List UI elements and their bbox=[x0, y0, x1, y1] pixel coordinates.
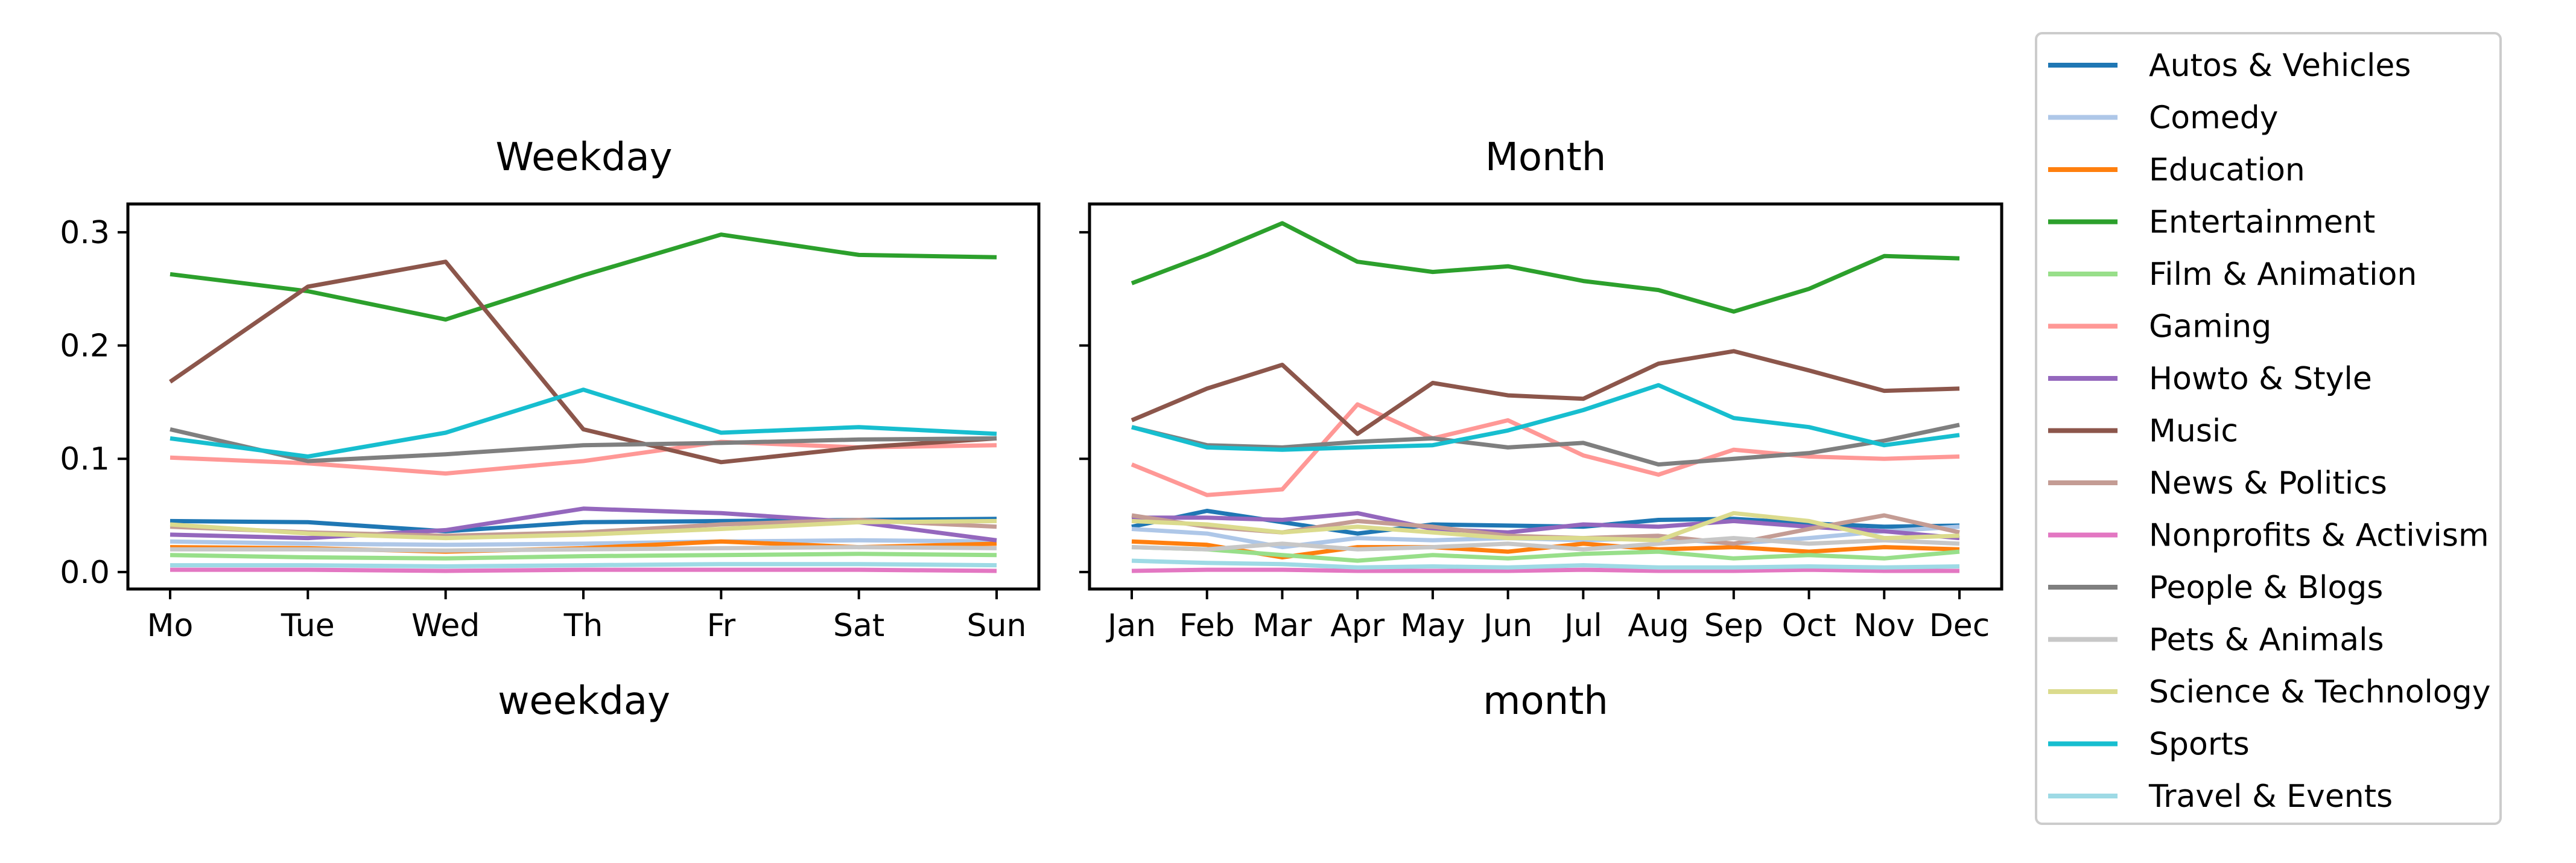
legend-item-gaming: Gaming bbox=[2048, 309, 2271, 345]
month-x-tick-label: Jan bbox=[1106, 608, 1156, 644]
month-series-film-and-animation bbox=[1131, 545, 1960, 563]
legend-item-music: Music bbox=[2048, 413, 2238, 450]
month-x-tick-label: May bbox=[1400, 608, 1465, 644]
weekday-y-tick-label: 0.0 bbox=[60, 555, 110, 591]
legend: Autos & Vehicles Comedy Education Entertain… bbox=[2035, 32, 2502, 825]
month-x-tick-label: Jun bbox=[1482, 608, 1532, 644]
weekday-x-tick-label: Th bbox=[563, 608, 603, 644]
legend-item-education: Education bbox=[2048, 152, 2305, 188]
month-x-tick-label: Aug bbox=[1628, 608, 1689, 644]
legend-label: Comedy bbox=[2149, 100, 2279, 136]
month-x-axis-label: month bbox=[1483, 679, 1608, 724]
weekday-x-tick-label: Mo bbox=[147, 608, 194, 644]
weekday-x-axis-label: weekday bbox=[498, 679, 670, 724]
month-series-entertainment bbox=[1131, 221, 1960, 314]
month-panel: Month Jan Feb Mar Apr May Jun Jul Aug Sep Oct Nov D… bbox=[1079, 135, 2003, 724]
month-series-sports bbox=[1131, 383, 1960, 452]
weekday-x-tick-label: Tue bbox=[281, 608, 335, 644]
month-x-tick-label: Apr bbox=[1330, 608, 1385, 644]
legend-frame bbox=[2035, 32, 2502, 825]
weekday-series-sports bbox=[170, 387, 997, 459]
month-x-tick-label: Sep bbox=[1704, 608, 1763, 644]
weekday-series-nonprofits-and-activism bbox=[170, 567, 997, 573]
legend-item-travel-and-events: Travel & Events bbox=[2048, 779, 2393, 815]
month-series-people-and-blogs bbox=[1131, 422, 1960, 467]
legend-label: Travel & Events bbox=[2148, 779, 2393, 815]
weekday-y-tick-label: 0.1 bbox=[60, 441, 110, 477]
legend-label: People & Blogs bbox=[2149, 570, 2383, 606]
legend-item-news-and-politics: News & Politics bbox=[2048, 465, 2387, 502]
weekday-x-tick-label: Wed bbox=[411, 608, 480, 644]
legend-label: Howto & Style bbox=[2149, 361, 2372, 397]
month-x-tick-label: Feb bbox=[1179, 608, 1235, 644]
legend-label: Sports bbox=[2149, 727, 2250, 763]
legend-item-howto-and-style: Howto & Style bbox=[2048, 361, 2372, 397]
weekday-y-tick-label: 0.2 bbox=[60, 328, 110, 365]
weekday-x-tick-label: Sun bbox=[967, 608, 1027, 644]
legend-label: Music bbox=[2149, 413, 2238, 450]
month-series-pets-and-animals bbox=[1131, 536, 1960, 552]
month-series-travel-and-events bbox=[1131, 558, 1960, 570]
weekday-series-pets-and-animals bbox=[170, 545, 997, 553]
legend-label: Nonprofits & Activism bbox=[2149, 518, 2489, 554]
legend-label: Education bbox=[2149, 152, 2305, 188]
weekday-x-tick-label: Sat bbox=[833, 608, 884, 644]
legend-item-people-and-blogs: People & Blogs bbox=[2048, 570, 2383, 606]
weekday-series-layer bbox=[169, 232, 997, 573]
legend-item-entertainment: Entertainment bbox=[2048, 205, 2375, 241]
weekday-ticks-layer: Mo Tue Wed Th Fr Sat Sun 0.0 0.1 0.2 0.3 bbox=[60, 215, 1026, 644]
legend-label: Pets & Animals bbox=[2149, 622, 2384, 658]
month-x-tick-label: Jul bbox=[1562, 608, 1602, 644]
month-panel-title: Month bbox=[1485, 135, 1607, 180]
legend-label: Entertainment bbox=[2149, 205, 2375, 241]
legend-item-nonprofits-and-activism: Nonprofits & Activism bbox=[2048, 518, 2489, 554]
legend-item-science-and-technology: Science & Technology bbox=[2048, 674, 2490, 710]
month-series-science-and-technology bbox=[1131, 511, 1960, 543]
legend-label: Autos & Vehicles bbox=[2149, 48, 2411, 84]
weekday-series-entertainment bbox=[170, 232, 997, 322]
weekday-x-tick-label: Fr bbox=[707, 608, 736, 644]
weekday-series-people-and-blogs bbox=[170, 427, 997, 463]
weekday-panel: Weekday Mo Tue Wed Th Fr Sat Sun 0.0 0.1 0.2 0.3 w… bbox=[60, 135, 1041, 724]
legend-label: Film & Animation bbox=[2149, 256, 2417, 293]
weekday-series-music bbox=[169, 260, 997, 465]
month-ticks-layer: Jan Feb Mar Apr May Jun Jul Aug Sep Oct Nov Dec bbox=[1079, 231, 1990, 644]
month-series-nonprofits-and-activism bbox=[1131, 567, 1959, 573]
weekday-panel-title: Weekday bbox=[495, 135, 672, 180]
legend-item-comedy: Comedy bbox=[2048, 100, 2279, 136]
weekday-y-tick-label: 0.3 bbox=[60, 215, 110, 251]
month-series-music bbox=[1131, 349, 1960, 436]
month-series-gaming bbox=[1131, 402, 1960, 497]
legend-item-sports: Sports bbox=[2048, 727, 2250, 763]
weekday-series-science-and-technology bbox=[170, 518, 997, 541]
month-series-layer bbox=[1131, 221, 1960, 573]
legend-item-pets-and-animals: Pets & Animals bbox=[2048, 622, 2384, 658]
legend-label: News & Politics bbox=[2149, 465, 2387, 502]
legend-label: Gaming bbox=[2149, 309, 2271, 345]
weekday-series-film-and-animation bbox=[170, 552, 997, 561]
month-x-tick-label: Oct bbox=[1782, 608, 1836, 644]
weekday-series-travel-and-events bbox=[170, 562, 997, 568]
month-plot-frame bbox=[1088, 202, 2003, 591]
legend-item-autos-and-vehicles: Autos & Vehicles bbox=[2048, 48, 2411, 84]
legend-label: Science & Technology bbox=[2149, 674, 2490, 710]
month-x-tick-label: Dec bbox=[1929, 608, 1990, 644]
legend-item-film-and-animation: Film & Animation bbox=[2048, 256, 2417, 293]
month-x-tick-label: Mar bbox=[1252, 608, 1312, 644]
weekday-series-comedy bbox=[170, 538, 997, 547]
month-x-tick-label: Nov bbox=[1854, 608, 1915, 644]
legend-entries: Autos & Vehicles Comedy Education Entertain… bbox=[2048, 48, 2490, 815]
